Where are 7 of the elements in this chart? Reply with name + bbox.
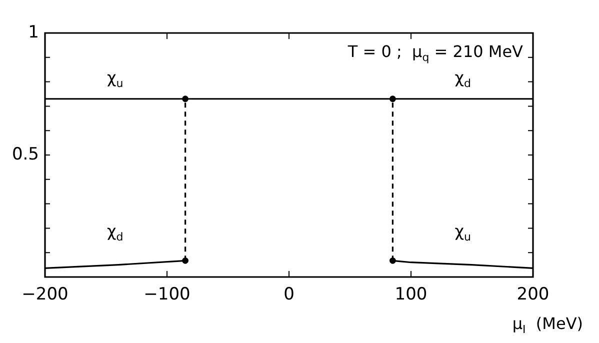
y-tick-label: 1 (28, 22, 39, 42)
x-tick-label: −200 (22, 284, 68, 305)
x-tick-label: 200 (516, 284, 550, 305)
x-tick-label: 100 (394, 284, 428, 305)
x-tick-label: −100 (144, 284, 190, 305)
y-tick-label: 0.5 (12, 144, 39, 164)
x-tick-label: 0 (284, 284, 294, 305)
